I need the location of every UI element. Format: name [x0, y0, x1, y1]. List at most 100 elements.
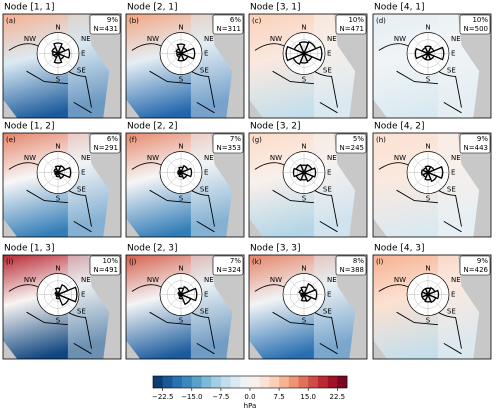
- panel-title: Node [4, 1]: [374, 3, 425, 13]
- map-panel: (j) 7%N=324 N NE E SE S NW: [125, 254, 245, 360]
- panel-title: Node [1, 2]: [4, 122, 55, 132]
- direction-label: S: [56, 76, 61, 84]
- direction-label: NE: [327, 35, 337, 43]
- rose-bar: [426, 171, 438, 183]
- panel-label: (e): [6, 136, 16, 144]
- map-panel: (h) 9%N=443 N NE E SE S NW: [372, 132, 492, 238]
- panel-title: Node [2, 3]: [127, 244, 178, 254]
- panel-frame: [2, 13, 122, 119]
- direction-label: NW: [394, 35, 406, 43]
- rose-spoke: [57, 294, 73, 310]
- rose-bar: [302, 45, 323, 62]
- panel-frame: [248, 132, 368, 238]
- direction-label: S: [426, 76, 431, 84]
- direction-label: S: [426, 317, 431, 325]
- percent-label: 9%: [477, 257, 488, 265]
- direction-label: E: [327, 291, 331, 299]
- rose-spoke: [43, 294, 59, 310]
- colorbar-tick-label: 15.0: [300, 393, 316, 401]
- land-mask: [126, 340, 141, 359]
- direction-label: NW: [270, 154, 282, 162]
- direction-label: E: [327, 50, 331, 58]
- direction-label: SE: [200, 185, 209, 193]
- rose-spoke: [303, 157, 319, 173]
- colorbar-bin: [162, 376, 173, 388]
- panel-title: Node [3, 1]: [250, 3, 301, 13]
- rose-spoke: [180, 279, 196, 295]
- land-mask: [457, 255, 491, 359]
- colorbar-bin: [172, 376, 183, 388]
- stat-box: [335, 255, 367, 276]
- direction-label: E: [81, 291, 85, 299]
- panel-frame: [248, 13, 368, 119]
- stat-box: [212, 133, 244, 154]
- direction-label: NE: [327, 154, 337, 162]
- rose-spoke: [303, 279, 319, 295]
- colorbar-tick-label: 0.0: [244, 393, 255, 401]
- stat-box: [89, 133, 121, 154]
- rose-bar: [302, 171, 314, 183]
- colorbar-tick-label: −7.5: [212, 393, 229, 401]
- direction-label: N: [178, 143, 183, 151]
- panel-frame: [2, 132, 122, 238]
- rose-bar: [179, 47, 196, 60]
- land-mask: [333, 14, 367, 118]
- stat-box: [335, 14, 367, 35]
- rose-spoke: [427, 279, 443, 295]
- rose-bar: [295, 163, 306, 174]
- colorbar-bin: [250, 376, 260, 388]
- direction-label: N: [55, 143, 60, 151]
- rose-spoke: [289, 279, 305, 295]
- rose-bar: [179, 167, 193, 178]
- land-mask: [249, 340, 264, 359]
- rose-bar: [302, 288, 318, 301]
- rose-spoke: [180, 38, 196, 54]
- direction-label: E: [451, 169, 455, 177]
- rose-spoke: [57, 157, 73, 173]
- direction-label: NW: [147, 35, 159, 43]
- count-label: N=291: [94, 144, 118, 152]
- panel-label: (j): [129, 258, 137, 266]
- stat-box: [89, 14, 121, 35]
- land-mask: [373, 340, 388, 359]
- rose-bar: [51, 46, 60, 55]
- panel-label: (h): [376, 136, 386, 144]
- direction-label: E: [327, 169, 331, 177]
- panel-label: (b): [129, 17, 139, 25]
- map-panel: (i) 10%N=491 N NE E SE S NW: [2, 254, 122, 360]
- colorbar-bin: [337, 376, 348, 388]
- rose-spoke: [413, 38, 429, 54]
- rose-bar: [175, 47, 183, 55]
- direction-label: S: [302, 195, 307, 203]
- land-mask: [457, 14, 491, 118]
- colorbar-tick-label: −22.5: [152, 393, 173, 401]
- direction-label: S: [302, 76, 307, 84]
- percent-label: 9%: [477, 135, 488, 143]
- panel-frame: [248, 254, 368, 360]
- rose-bar: [56, 293, 70, 307]
- direction-label: NE: [451, 35, 461, 43]
- land-mask: [373, 99, 388, 118]
- direction-label: NE: [81, 35, 91, 43]
- rose-bar: [300, 292, 308, 302]
- direction-label: SE: [447, 185, 456, 193]
- rose-spoke: [57, 38, 73, 54]
- direction-label: SE: [200, 66, 209, 74]
- panel-title: Node [4, 3]: [374, 244, 425, 254]
- rose-bar: [424, 292, 432, 303]
- direction-label: E: [451, 291, 455, 299]
- direction-label: S: [179, 317, 184, 325]
- colorbar-tick-label: −15.0: [181, 393, 202, 401]
- count-label: N=311: [217, 25, 241, 33]
- colorbar-bin: [327, 376, 338, 388]
- rose-bar: [176, 43, 186, 56]
- count-label: N=443: [464, 144, 488, 152]
- rose-bar: [414, 47, 430, 60]
- direction-label: S: [56, 195, 61, 203]
- rose-spoke: [43, 157, 59, 173]
- stat-box: [459, 14, 491, 35]
- rose-spoke: [43, 38, 59, 54]
- percent-label: 8%: [353, 257, 364, 265]
- rose-bar: [56, 166, 72, 179]
- land-mask: [126, 99, 141, 118]
